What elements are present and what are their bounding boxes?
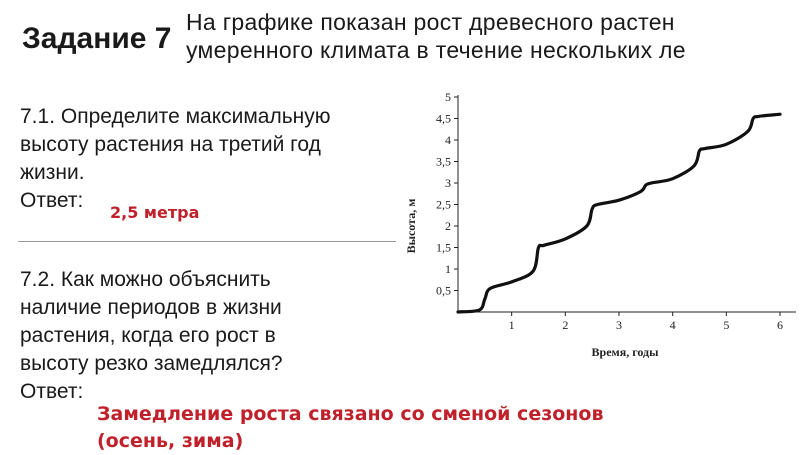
- slide-title: Задание 7: [22, 22, 172, 55]
- question-line: растения, когда его рост в: [20, 324, 276, 347]
- y-tick-label: 2: [445, 219, 451, 233]
- question-7-1: 7.1. Определите максимальную высоту раст…: [20, 103, 410, 215]
- y-tick-label: 1: [445, 262, 451, 276]
- task-description-line-2: умеренного климата в течение нескольких …: [186, 37, 686, 63]
- chart-series: [456, 112, 782, 314]
- y-tick-label: 5: [445, 90, 451, 104]
- divider-line: [18, 241, 396, 242]
- task-description: На графике показан рост древесного расте…: [186, 8, 800, 64]
- y-axis-title: Высота, м: [404, 199, 418, 254]
- y-tick-label: 1,5: [436, 241, 451, 255]
- answer-label: Ответ:: [20, 189, 84, 212]
- question-line: 7.1. Определите максимальную: [20, 105, 331, 128]
- x-tick-label: 1: [509, 318, 515, 332]
- x-tick-label: 6: [777, 318, 783, 332]
- growth-line: [456, 112, 782, 314]
- x-tick-label: 3: [616, 318, 622, 332]
- question-line: высоту растения на третий год: [20, 133, 321, 156]
- answer-7-1: 2,5 метра: [110, 203, 200, 222]
- y-tick-label: 3,5: [436, 155, 451, 169]
- task-description-line-1: На графике показан рост древесного расте…: [186, 9, 675, 35]
- y-tick-label: 2,5: [436, 198, 451, 212]
- question-line: наличие периодов в жизни: [20, 296, 282, 319]
- x-tick-label: 5: [723, 318, 729, 332]
- y-tick-label: 3: [445, 176, 451, 190]
- chart-ticks: 1 2 3 4 5 6 0,5 1 1,5 2 2,5 3 3,5 4 4,5 5: [436, 90, 783, 332]
- x-axis-title: Время, годы: [592, 345, 660, 359]
- y-tick-label: 4,5: [436, 112, 451, 126]
- y-tick-label: 0,5: [436, 284, 451, 298]
- y-tick-label: 4: [445, 133, 451, 147]
- answer-line-2: (осень, зима): [97, 430, 244, 452]
- chart-axes: [457, 95, 796, 313]
- question-line: высоту резко замедлялся?: [20, 352, 283, 375]
- question-line: жизни.: [20, 161, 85, 184]
- answer-7-2: Замедление роста связано со сменой сезон…: [97, 401, 787, 455]
- question-line: 7.2. Как можно объяснить: [20, 268, 271, 291]
- answer-label: Ответ:: [20, 380, 84, 403]
- question-7-2: 7.2. Как можно объяснить наличие периодо…: [20, 266, 410, 406]
- answer-line-1: Замедление роста связано со сменой сезон…: [97, 403, 604, 425]
- x-tick-label: 4: [670, 318, 676, 332]
- x-tick-label: 2: [562, 318, 568, 332]
